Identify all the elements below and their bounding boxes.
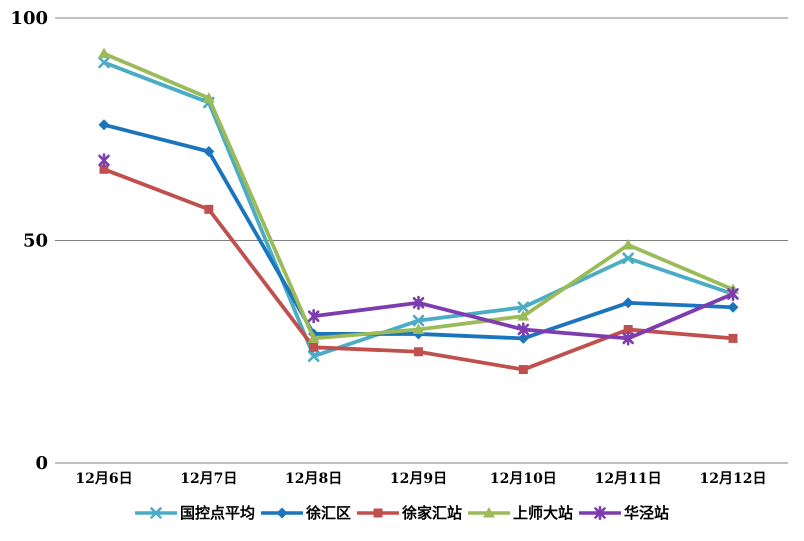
square-marker xyxy=(99,164,109,174)
x-tick-label: 12月8日 xyxy=(285,471,342,487)
square-marker xyxy=(309,342,319,352)
square-marker xyxy=(623,325,633,334)
legend-label: 国控点平均 xyxy=(179,504,255,522)
chart-plot-area: 0 50 100 12月6日 12月7日 12月8日 12月9日 12月10日 12月11日 12… xyxy=(10,8,788,487)
x-marker xyxy=(150,506,162,519)
diamond-marker xyxy=(203,146,215,157)
x-marker xyxy=(622,252,634,265)
legend-triangle-marker-icon xyxy=(468,506,510,517)
legend-item-4: 华泾站 xyxy=(579,502,669,523)
y-tick-label: 100 xyxy=(10,8,48,29)
x-marker xyxy=(307,350,320,363)
triangle-marker xyxy=(412,323,425,334)
legend-asterisk-marker-icon xyxy=(579,505,622,520)
asterisk-marker xyxy=(594,505,606,520)
triangle-marker xyxy=(483,506,495,517)
triangle-marker xyxy=(98,47,110,59)
asterisk-marker xyxy=(98,153,110,168)
x-marker xyxy=(517,301,530,314)
legend-diamond-marker-icon xyxy=(260,507,303,518)
square-marker xyxy=(728,333,738,343)
y-tick-label: 0 xyxy=(35,453,48,474)
legend-label: 徐汇区 xyxy=(305,504,351,522)
series-line xyxy=(102,60,735,359)
diamond-marker xyxy=(727,301,739,313)
y-tick-label: 50 xyxy=(23,231,48,252)
legend-item-1: 徐汇区 xyxy=(260,502,351,523)
triangle-marker xyxy=(622,238,635,250)
legend-item-2: 徐家汇站 xyxy=(356,502,462,523)
square-marker xyxy=(518,365,528,375)
series-2 xyxy=(99,164,738,375)
legend-item-3: 上师大站 xyxy=(468,502,573,523)
series-line xyxy=(102,51,735,341)
square-marker xyxy=(204,204,214,214)
series-1 xyxy=(98,119,739,344)
diamond-marker xyxy=(517,332,529,344)
asterisk-marker xyxy=(307,309,320,324)
series-line xyxy=(102,167,735,372)
asterisk-marker xyxy=(727,286,739,302)
series-4 xyxy=(98,153,739,346)
x-tick-label: 12月11日 xyxy=(595,471,662,487)
legend-item-0: 国控点平均 xyxy=(134,502,255,523)
asterisk-marker xyxy=(412,295,425,310)
diamond-marker xyxy=(98,119,110,131)
x-tick-label: 12月10日 xyxy=(490,471,557,487)
square-marker xyxy=(414,347,423,357)
square-marker xyxy=(373,508,383,517)
x-tick-label: 12月12日 xyxy=(700,471,767,487)
asterisk-marker xyxy=(517,322,530,337)
x-tick-label: 12月9日 xyxy=(390,471,447,487)
series-0 xyxy=(98,56,739,363)
x-tick-label: 12月6日 xyxy=(75,471,132,487)
x-tick-label: 12月7日 xyxy=(180,471,237,487)
legend-x-marker-icon xyxy=(134,506,177,519)
legend-label: 徐家汇站 xyxy=(401,504,462,522)
diamond-marker xyxy=(622,297,634,309)
triangle-marker xyxy=(307,332,320,343)
triangle-marker xyxy=(202,92,215,103)
chart-legend: 国控点平均 徐汇区 徐家汇站 上师大站 华泾站 xyxy=(0,502,804,523)
x-marker xyxy=(412,314,425,327)
triangle-marker xyxy=(517,310,530,321)
legend-square-marker-icon xyxy=(356,508,399,517)
asterisk-marker xyxy=(622,331,634,346)
x-marker xyxy=(98,56,110,69)
legend-label: 上师大站 xyxy=(513,504,574,522)
legend-label: 华泾站 xyxy=(624,504,670,522)
diamond-marker xyxy=(276,507,288,518)
